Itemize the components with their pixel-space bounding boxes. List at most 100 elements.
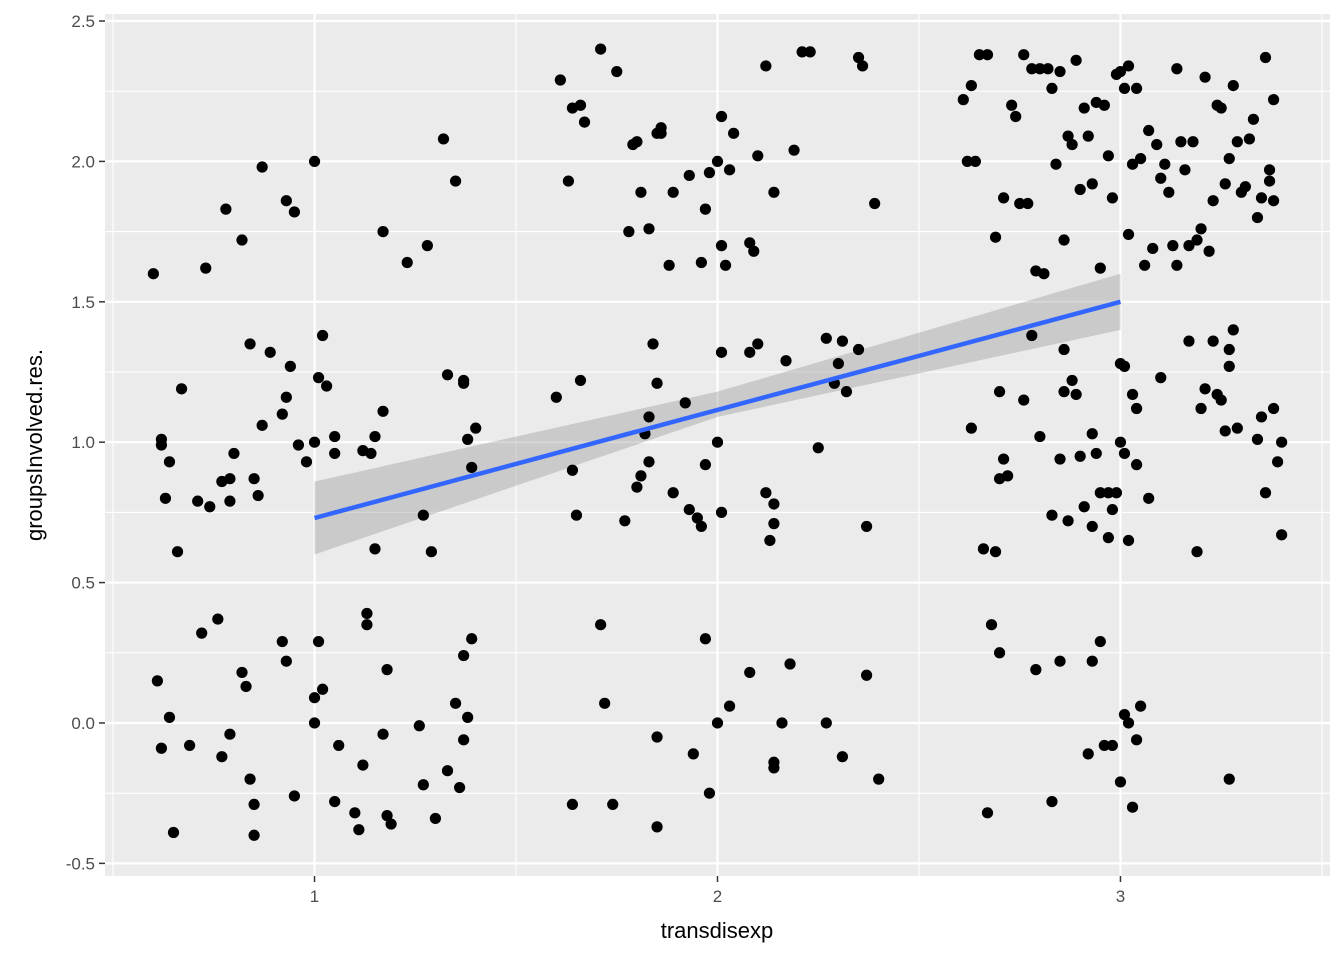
data-point	[562, 175, 575, 187]
data-point	[993, 386, 1006, 398]
data-point	[1207, 195, 1219, 207]
y-axis: -0.5 0.0 0.5 1.0 1.5 2.0 2.5	[66, 12, 105, 873]
data-point	[196, 627, 208, 639]
data-point	[1022, 197, 1034, 210]
data-point	[1046, 82, 1058, 95]
data-point	[276, 408, 288, 420]
data-point	[248, 798, 260, 811]
data-point	[1114, 65, 1127, 78]
data-point	[1058, 386, 1070, 398]
data-point	[1118, 82, 1131, 95]
data-point	[171, 546, 184, 558]
data-point	[329, 430, 341, 443]
data-point	[1130, 734, 1143, 746]
data-point	[1086, 178, 1098, 190]
data-point	[280, 391, 292, 403]
data-point	[860, 669, 873, 681]
data-point	[752, 338, 764, 350]
data-point	[462, 711, 474, 723]
data-point	[643, 456, 655, 468]
data-point	[566, 464, 579, 476]
data-point	[236, 666, 248, 679]
data-point	[1227, 324, 1239, 336]
y-tick-label: 2.5	[71, 12, 95, 31]
data-point	[1058, 234, 1070, 246]
y-tick-label: 0.5	[71, 574, 95, 593]
data-point	[760, 487, 772, 499]
data-point	[401, 256, 413, 269]
data-point	[224, 495, 236, 507]
data-point	[381, 664, 393, 676]
data-point	[840, 386, 853, 398]
data-point	[1187, 136, 1199, 148]
data-point	[1223, 153, 1235, 165]
data-point	[1106, 739, 1119, 752]
data-point	[280, 655, 292, 667]
data-point	[441, 765, 454, 777]
data-point	[1054, 65, 1066, 78]
data-point	[369, 430, 381, 443]
data-point	[1130, 82, 1143, 95]
data-point	[1098, 739, 1110, 752]
data-point	[353, 824, 365, 836]
data-point	[256, 419, 268, 431]
data-point	[1191, 234, 1203, 246]
data-point	[1139, 259, 1151, 271]
data-point	[256, 161, 268, 173]
data-point	[1171, 63, 1183, 75]
data-point	[1038, 268, 1050, 280]
data-point	[1276, 529, 1288, 541]
data-point	[224, 473, 236, 485]
data-point	[252, 489, 264, 502]
data-point	[216, 751, 228, 763]
y-tick-label: 1.5	[71, 293, 95, 312]
data-points	[147, 43, 1288, 841]
data-point	[631, 481, 643, 493]
data-point	[965, 422, 977, 434]
data-point	[1102, 487, 1114, 499]
data-point	[776, 717, 788, 729]
data-point	[1219, 178, 1231, 190]
data-point	[1155, 372, 1167, 384]
data-point	[852, 51, 865, 64]
data-point	[200, 262, 212, 274]
data-point	[240, 680, 252, 693]
data-point	[651, 821, 663, 833]
data-point	[466, 633, 478, 645]
data-point	[719, 259, 732, 271]
data-point	[957, 94, 969, 106]
data-point	[832, 357, 844, 370]
data-point	[1207, 335, 1219, 347]
data-point	[1267, 402, 1280, 415]
data-point	[981, 49, 994, 61]
y-axis-title: groupsInvolved.res.	[22, 349, 47, 541]
data-point	[163, 456, 176, 468]
data-point	[699, 633, 712, 645]
data-point	[768, 762, 780, 774]
data-point	[466, 461, 478, 474]
data-point	[985, 619, 998, 631]
x-tick-label: 2	[713, 887, 722, 906]
data-point	[1034, 63, 1046, 75]
data-point	[993, 647, 1006, 659]
data-point	[1090, 447, 1102, 460]
data-point	[1086, 655, 1098, 667]
data-point	[224, 728, 236, 740]
data-point	[308, 436, 321, 448]
data-point	[1259, 51, 1272, 64]
y-tick-label: -0.5	[66, 854, 95, 873]
data-point	[458, 377, 470, 389]
data-point	[1126, 388, 1139, 401]
data-point	[155, 742, 168, 754]
data-point	[369, 543, 381, 555]
data-point	[288, 206, 300, 218]
data-point	[1259, 487, 1272, 499]
data-point	[1014, 197, 1026, 210]
data-point	[607, 798, 619, 811]
data-point	[1126, 801, 1139, 813]
data-point	[1118, 708, 1131, 721]
data-point	[421, 240, 433, 252]
data-point	[715, 506, 728, 518]
data-point	[312, 635, 325, 648]
data-point	[820, 332, 832, 344]
